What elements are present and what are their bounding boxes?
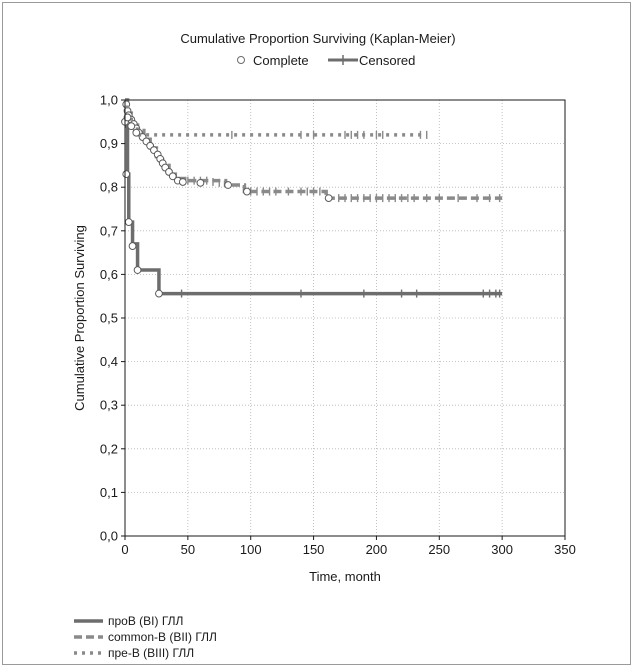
y-tick-label-2: 0,2 bbox=[100, 441, 118, 456]
x-tick-label-2: 100 bbox=[240, 542, 262, 557]
legend-label-series-1: проB (BI) ГЛЛ bbox=[108, 614, 183, 628]
complete-point bbox=[132, 128, 141, 137]
plot-border bbox=[124, 99, 566, 537]
axis-ticks: 0 50 100 150 200 250 300 350 0,0 0,1 0,2 0,3 0,4 0,5 0… bbox=[100, 93, 576, 558]
censored-legend-label: Censored bbox=[359, 53, 415, 68]
x-tick-label-0: 0 bbox=[121, 542, 128, 557]
complete-point bbox=[128, 242, 137, 250]
complete-point bbox=[124, 218, 133, 226]
y-tick-label-10: 1,0 bbox=[100, 93, 118, 108]
legend-label-series-2: common-B (BII) ГЛЛ bbox=[108, 630, 217, 644]
x-tick-label-3: 150 bbox=[303, 542, 325, 557]
plot-area bbox=[121, 98, 503, 298]
series-1 bbox=[121, 98, 503, 298]
legend-label-series-3: пре-B (BIII) ГЛЛ bbox=[108, 646, 194, 660]
x-tick-label-5: 250 bbox=[428, 542, 450, 557]
y-tick-label-5: 0,5 bbox=[100, 311, 118, 326]
complete-point bbox=[224, 181, 232, 189]
y-tick-label-8: 0,8 bbox=[100, 180, 118, 195]
complete-legend-marker bbox=[237, 56, 245, 64]
complete-point bbox=[324, 194, 333, 203]
complete-point bbox=[123, 113, 132, 122]
chart-title: Cumulative Proportion Surviving (Kaplan-… bbox=[180, 31, 455, 46]
x-tick-label-7: 350 bbox=[554, 542, 576, 557]
complete-point bbox=[178, 178, 187, 186]
survival-curve-series-3 bbox=[125, 98, 427, 137]
complete-legend-label: Complete bbox=[253, 53, 309, 68]
series-3 bbox=[123, 98, 428, 139]
y-tick-label-1: 0,1 bbox=[100, 485, 118, 500]
complete-point bbox=[243, 187, 251, 196]
y-tick-label-7: 0,7 bbox=[100, 223, 118, 238]
y-tick-label-4: 0,4 bbox=[100, 354, 118, 369]
gridlines bbox=[125, 100, 565, 536]
complete-point bbox=[168, 172, 177, 181]
complete-point bbox=[127, 122, 136, 131]
x-tick-label-6: 300 bbox=[491, 542, 513, 557]
y-tick-label-3: 0,3 bbox=[100, 398, 118, 413]
complete-point bbox=[122, 170, 131, 179]
complete-point bbox=[155, 289, 163, 298]
y-tick-label-6: 0,6 bbox=[100, 267, 118, 282]
series-2 bbox=[122, 98, 503, 203]
x-axis-label: Time, month bbox=[309, 569, 381, 584]
y-axis-label: Cumulative Proportion Surviving bbox=[72, 225, 87, 411]
x-tick-label-1: 50 bbox=[181, 542, 195, 557]
marker-legend: Complete Censored bbox=[237, 53, 415, 68]
complete-point bbox=[196, 178, 205, 187]
y-tick-label-9: 0,9 bbox=[100, 136, 118, 151]
series-legend: проB (BI) ГЛЛ common-B (BII) ГЛЛ пре-B (… bbox=[74, 614, 217, 660]
y-tick-label-0: 0,0 bbox=[100, 529, 118, 544]
complete-point bbox=[133, 266, 142, 274]
x-tick-label-4: 200 bbox=[366, 542, 388, 557]
